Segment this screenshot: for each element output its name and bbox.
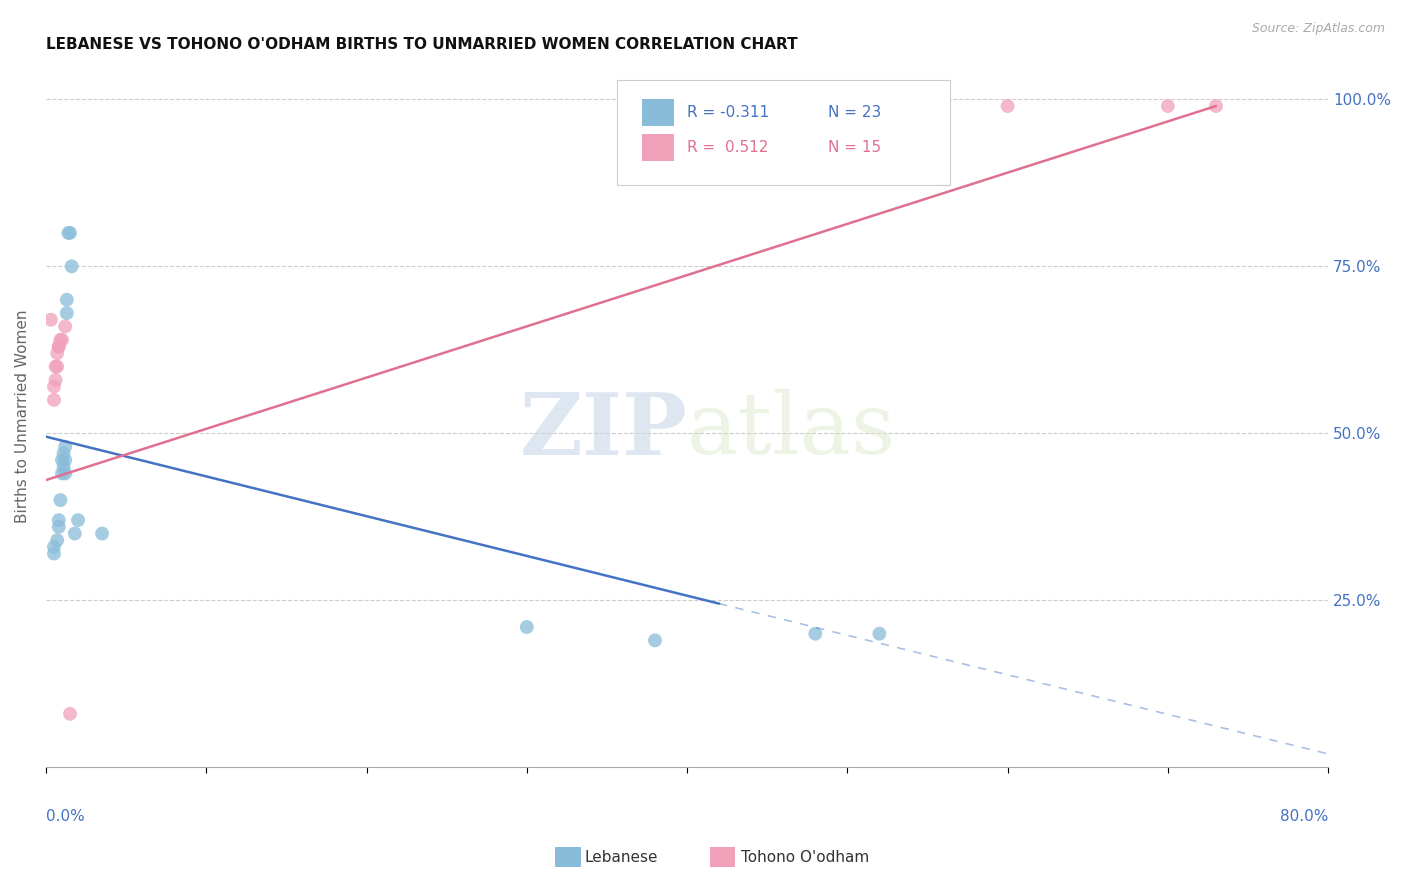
Point bbox=[53, 453, 76, 467]
Point bbox=[66, 513, 89, 527]
Text: R =  0.512: R = 0.512 bbox=[688, 140, 769, 155]
Point bbox=[51, 453, 73, 467]
Text: R = -0.311: R = -0.311 bbox=[688, 104, 769, 120]
Point bbox=[53, 319, 76, 334]
Point bbox=[91, 526, 114, 541]
Point bbox=[52, 446, 75, 460]
Text: atlas: atlas bbox=[688, 389, 896, 472]
Point bbox=[1157, 99, 1180, 113]
Text: N = 15: N = 15 bbox=[828, 140, 882, 155]
Point bbox=[53, 467, 76, 481]
Point bbox=[45, 373, 67, 387]
Bar bbox=[643, 99, 675, 126]
Point bbox=[56, 306, 79, 320]
Point bbox=[868, 626, 890, 640]
Point bbox=[52, 459, 75, 474]
Point bbox=[51, 467, 73, 481]
Point bbox=[48, 513, 70, 527]
Point bbox=[63, 526, 86, 541]
Point bbox=[48, 520, 70, 534]
Text: LEBANESE VS TOHONO O'ODHAM BIRTHS TO UNMARRIED WOMEN CORRELATION CHART: LEBANESE VS TOHONO O'ODHAM BIRTHS TO UNM… bbox=[46, 37, 797, 53]
Bar bbox=[643, 134, 675, 161]
FancyBboxPatch shape bbox=[617, 80, 950, 186]
Point bbox=[1205, 99, 1227, 113]
Point bbox=[997, 99, 1019, 113]
Point bbox=[56, 293, 79, 307]
Point bbox=[42, 547, 65, 561]
Point bbox=[51, 333, 73, 347]
Point bbox=[42, 379, 65, 393]
Point bbox=[48, 339, 70, 353]
Point bbox=[516, 620, 538, 634]
Point bbox=[58, 226, 80, 240]
Text: 0.0%: 0.0% bbox=[46, 809, 84, 824]
Point bbox=[46, 533, 69, 548]
Point bbox=[49, 333, 72, 347]
Point bbox=[59, 706, 82, 721]
Point bbox=[59, 226, 82, 240]
Point bbox=[42, 540, 65, 554]
Point bbox=[45, 359, 67, 374]
Y-axis label: Births to Unmarried Women: Births to Unmarried Women bbox=[15, 310, 30, 524]
Point bbox=[60, 260, 83, 274]
Point bbox=[49, 493, 72, 508]
Point bbox=[644, 633, 666, 648]
Point bbox=[42, 392, 65, 407]
Point bbox=[48, 339, 70, 353]
Text: N = 23: N = 23 bbox=[828, 104, 882, 120]
Text: Lebanese: Lebanese bbox=[585, 850, 658, 864]
Text: Tohono O'odham: Tohono O'odham bbox=[741, 850, 869, 864]
Text: Source: ZipAtlas.com: Source: ZipAtlas.com bbox=[1251, 22, 1385, 36]
Point bbox=[53, 440, 76, 454]
Point bbox=[39, 312, 62, 326]
Text: ZIP: ZIP bbox=[519, 389, 688, 473]
Point bbox=[46, 346, 69, 360]
Point bbox=[46, 359, 69, 374]
Point bbox=[804, 626, 827, 640]
Text: 80.0%: 80.0% bbox=[1279, 809, 1329, 824]
